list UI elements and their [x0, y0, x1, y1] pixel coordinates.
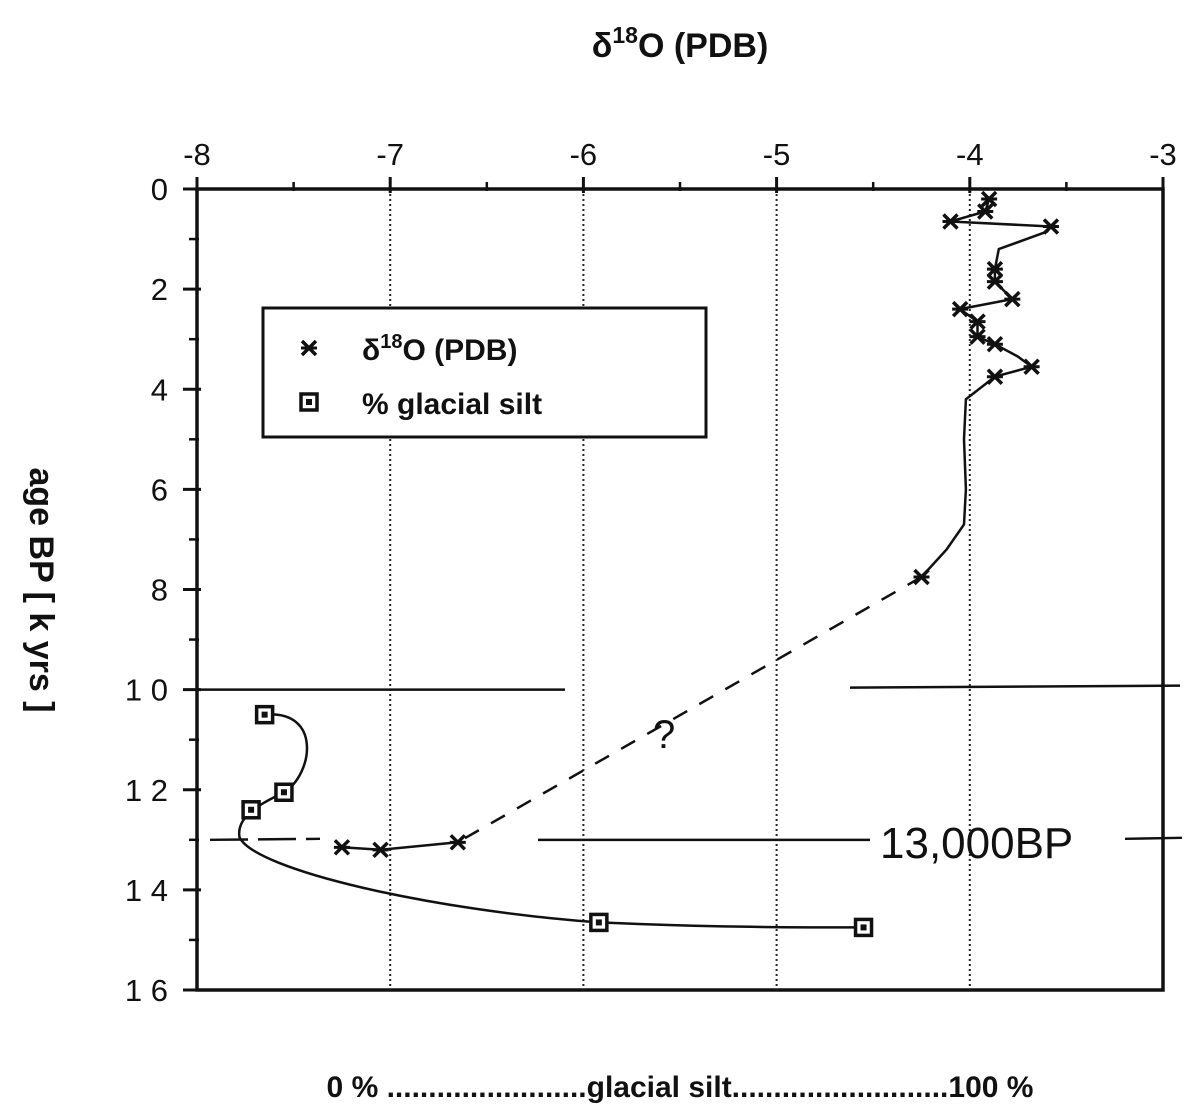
- x-tick-label: -5: [763, 137, 791, 172]
- y-tick-label: 1 6: [125, 973, 168, 1008]
- y-ticks: 0 2 4 6 8 1 0 1 2 1 4 1 6: [125, 172, 201, 1008]
- silt-point: [853, 917, 874, 938]
- silt-point: [589, 912, 609, 933]
- d18o-point: [1023, 358, 1040, 375]
- d18o-point: [977, 203, 994, 220]
- d18o-point: [951, 300, 969, 318]
- d18o-point: [986, 260, 1004, 278]
- boundary-10k-right: [849, 684, 1181, 689]
- d18o-point: [980, 190, 998, 208]
- x-ticks: -8 -7 -6 -5 -4 -3: [183, 137, 1177, 193]
- square-inner: [261, 711, 268, 718]
- square-inner: [306, 399, 312, 405]
- y-tick-label: 1 0: [125, 673, 168, 708]
- boundary-lines: [197, 684, 1183, 842]
- d18o-point: [372, 841, 389, 859]
- legend-marker-square: [299, 392, 319, 412]
- d18o-point: [333, 839, 351, 856]
- x-tick-label: -7: [376, 137, 404, 172]
- d18o-point: [1042, 218, 1060, 235]
- y-axis-label: age BP [ k yrs ]: [22, 467, 60, 712]
- question-mark: ?: [653, 713, 675, 757]
- legend-square: [299, 392, 319, 412]
- grid: [389, 189, 971, 990]
- d18o-point: [942, 213, 959, 230]
- d18o-curve-upper: [920, 198, 1054, 578]
- x-tick-label: -4: [956, 137, 984, 172]
- square-inner: [280, 789, 287, 796]
- d18o-point: [913, 568, 930, 586]
- x-tick-label: -3: [1149, 137, 1177, 172]
- boundary-13k-left: [209, 837, 321, 842]
- y-tick-label: 2: [151, 272, 168, 307]
- d18o-point: [969, 328, 986, 345]
- d18o-point: [986, 368, 1004, 385]
- y-tick-label: 1 4: [125, 873, 168, 908]
- silt-point: [274, 782, 294, 803]
- silt-point: [254, 704, 275, 725]
- data-markers: [241, 190, 1060, 938]
- d18o-point: [1004, 290, 1021, 308]
- square-inner: [595, 919, 602, 926]
- x-tick-label: -8: [183, 137, 211, 172]
- square-inner: [860, 924, 867, 931]
- y-tick-label: 4: [151, 372, 168, 407]
- silt-point: [241, 800, 261, 820]
- d18o-point: [969, 313, 986, 330]
- chart-title: δ18O (PDB): [592, 22, 769, 65]
- legend-asterisk: [300, 339, 318, 357]
- square-inner: [248, 806, 255, 813]
- d18o-point: [449, 834, 467, 851]
- legend-marker-asterisk: [300, 339, 318, 357]
- y-tick-label: 0: [151, 172, 168, 207]
- legend: δ18O (PDB) % glacial silt: [261, 306, 708, 439]
- y-tick-label: 8: [151, 573, 168, 608]
- d18o-point: [986, 273, 1004, 290]
- y-tick-label: 6: [151, 472, 168, 507]
- legend-label-silt: % glacial silt: [362, 388, 542, 421]
- d18o-dashed-gap: [457, 575, 923, 844]
- x-tick-label: -6: [570, 137, 598, 172]
- d18o-point: [986, 335, 1004, 353]
- silt-curve: [238, 713, 864, 929]
- legend-label-d18o: δ18O (PDB): [362, 331, 517, 367]
- d18o-curve-lower: [341, 841, 458, 852]
- y-tick-label: 1 2: [125, 773, 168, 808]
- boundary-label: 13,000BP: [880, 819, 1073, 868]
- legend-box: [261, 306, 708, 439]
- secondary-x-label: 0 % ........................glacial silt…: [327, 1071, 1034, 1104]
- boundary-13k-right: [1124, 836, 1183, 841]
